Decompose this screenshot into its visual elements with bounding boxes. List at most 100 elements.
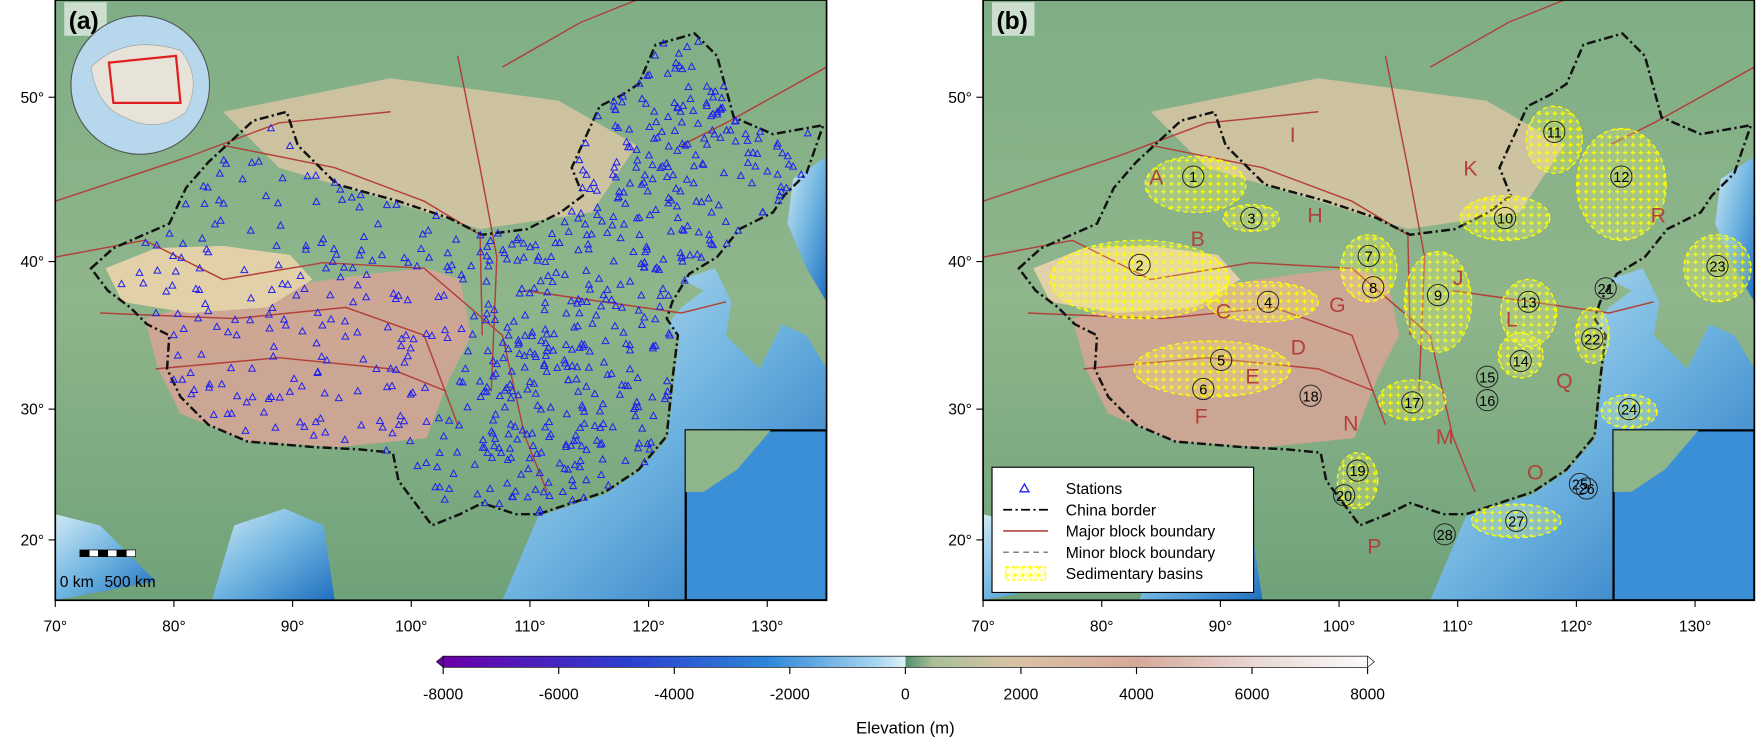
block-label: Q (1556, 370, 1573, 393)
station (232, 391, 242, 400)
colorbar-tick-label: 0 (901, 687, 910, 704)
station (575, 423, 585, 431)
station (582, 170, 591, 178)
station (773, 138, 782, 147)
station (541, 324, 550, 333)
station (341, 331, 350, 340)
block-boundary (502, 0, 637, 68)
station (658, 284, 668, 292)
station (503, 322, 512, 331)
station (336, 272, 345, 281)
station (482, 387, 491, 396)
station (279, 314, 289, 323)
station (721, 217, 731, 225)
station (670, 126, 680, 134)
station (401, 330, 411, 339)
station (467, 261, 476, 270)
station (671, 183, 681, 192)
station (486, 236, 495, 244)
station (758, 207, 768, 216)
station (520, 310, 530, 319)
station (753, 149, 762, 157)
station (549, 345, 558, 354)
station (216, 216, 225, 224)
station (242, 397, 251, 406)
station (267, 285, 277, 293)
basin-label: 23 (1709, 260, 1725, 276)
station (443, 333, 452, 341)
station (731, 116, 740, 124)
station (614, 192, 623, 200)
station (637, 320, 647, 328)
station (611, 301, 621, 309)
station (719, 168, 729, 177)
station (777, 187, 786, 195)
sea (211, 508, 335, 601)
station (481, 315, 491, 324)
x-tick-label: 130° (751, 619, 783, 636)
basin-label: 18 (1303, 389, 1319, 405)
y-tick-label: 30° (20, 402, 44, 419)
station (278, 173, 287, 182)
station (490, 315, 500, 323)
station (214, 195, 224, 204)
station (490, 441, 499, 450)
station (755, 127, 765, 135)
station (507, 492, 517, 500)
x-tick-label: 120° (1560, 619, 1592, 636)
station (404, 258, 413, 266)
station (523, 384, 532, 393)
station (707, 207, 716, 216)
station (152, 240, 161, 249)
station (265, 323, 274, 332)
station (495, 499, 504, 507)
station (512, 235, 521, 244)
station (217, 379, 226, 388)
station (303, 171, 312, 180)
basin-label: 17 (1404, 396, 1420, 412)
station (616, 280, 625, 288)
station (340, 435, 350, 443)
station (542, 346, 551, 355)
x-tick-label: 70° (971, 619, 995, 636)
basin-label: 2 (1136, 259, 1144, 275)
station (181, 199, 190, 208)
station (355, 250, 364, 259)
station (608, 220, 617, 229)
scale-label: 500 km (104, 574, 155, 591)
station (572, 362, 582, 371)
station (582, 475, 591, 484)
station (316, 413, 325, 422)
station (667, 195, 676, 204)
block-boundary (155, 356, 447, 392)
station (201, 299, 210, 307)
station (610, 162, 619, 171)
station (551, 238, 560, 247)
station (632, 213, 642, 222)
basin-marker (1182, 165, 1205, 188)
station (722, 125, 731, 134)
station (362, 270, 371, 278)
station (215, 168, 225, 177)
station (506, 419, 515, 428)
station (584, 244, 593, 253)
colorbar-tick-label: -2000 (770, 687, 810, 704)
station (413, 461, 422, 470)
station (603, 370, 612, 378)
station (579, 493, 588, 501)
station (663, 386, 672, 395)
station (439, 431, 448, 440)
station (353, 327, 362, 336)
china-border (1017, 32, 1753, 527)
station (528, 428, 537, 437)
station (240, 265, 249, 274)
station (177, 253, 186, 261)
station (141, 238, 150, 246)
sedimentary-basin (1205, 281, 1320, 323)
station (489, 415, 498, 424)
station (568, 481, 578, 490)
station (546, 402, 555, 411)
station (424, 252, 434, 261)
station (274, 260, 283, 269)
x-tick-label: 130° (1679, 619, 1711, 636)
